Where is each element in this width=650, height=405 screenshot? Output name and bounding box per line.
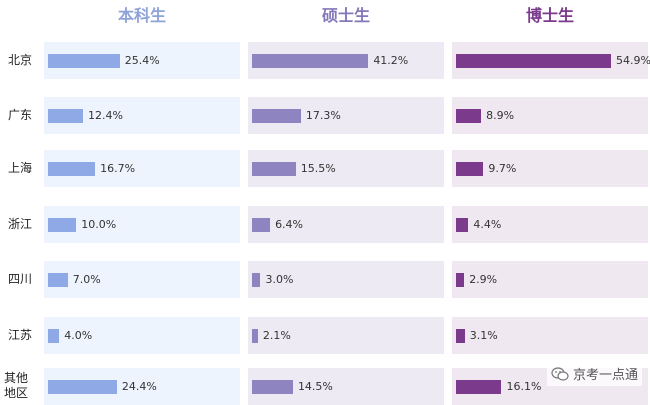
region-label: 四川 — [7, 272, 32, 286]
panel-cell — [44, 317, 240, 354]
bar — [252, 380, 293, 394]
data-label: 4.4% — [473, 218, 502, 231]
bar — [456, 162, 484, 176]
series-header: 本科生 — [117, 6, 166, 25]
data-label: 4.0% — [64, 329, 93, 342]
panel-cell — [44, 261, 240, 298]
bar — [456, 273, 465, 287]
bar — [48, 109, 83, 123]
data-label: 17.3% — [305, 109, 341, 122]
panel-cell — [248, 261, 444, 298]
region-label: 其他地区 — [3, 371, 28, 400]
data-label: 24.4% — [121, 380, 157, 393]
data-label: 25.4% — [124, 54, 160, 67]
region-label: 北京 — [7, 53, 32, 67]
data-label: 54.9% — [616, 54, 650, 67]
bar — [48, 329, 60, 343]
bar — [252, 109, 301, 123]
bar — [456, 109, 482, 123]
data-label: 2.9% — [469, 273, 498, 286]
bar — [456, 329, 465, 343]
region-label: 浙江 — [7, 217, 32, 231]
panel-cell — [452, 261, 648, 298]
data-label: 6.4% — [275, 218, 304, 231]
region-label: 广东 — [7, 108, 32, 122]
data-label: 10.0% — [81, 218, 117, 231]
bar — [252, 273, 261, 287]
data-label: 15.5% — [300, 162, 336, 175]
watermark-text: 京考一点通 — [572, 368, 638, 383]
panel-cell — [452, 317, 648, 354]
bar — [456, 54, 611, 68]
chat-bubble-icon — [551, 366, 569, 386]
bar — [456, 380, 502, 394]
data-label: 7.0% — [72, 273, 101, 286]
panel-cell — [44, 206, 240, 243]
region-label: 江苏 — [7, 328, 32, 342]
series-header: 硕士生 — [321, 6, 370, 25]
panel-cell — [452, 206, 648, 243]
data-label: 12.4% — [88, 109, 123, 122]
data-label: 3.1% — [469, 329, 498, 342]
bar — [252, 218, 271, 232]
panel-cell — [452, 97, 648, 134]
data-label: 2.1% — [262, 329, 291, 342]
bar — [252, 329, 258, 343]
panel-cell — [248, 317, 444, 354]
region-label: 上海 — [7, 161, 32, 175]
data-label: 16.1% — [506, 380, 542, 393]
bar — [48, 273, 68, 287]
data-label: 3.0% — [265, 273, 294, 286]
panel-cell — [452, 150, 648, 187]
bar — [48, 380, 117, 394]
bar — [252, 162, 296, 176]
bar — [48, 162, 96, 176]
data-label: 8.9% — [486, 109, 515, 122]
bar — [456, 218, 469, 232]
series-header: 博士生 — [525, 6, 574, 25]
bar — [48, 218, 77, 232]
data-label: 16.7% — [100, 162, 136, 175]
watermark: 京考一点通 — [546, 366, 642, 386]
bar — [48, 54, 120, 68]
panel-cell — [248, 206, 444, 243]
bar — [252, 54, 369, 68]
data-label: 14.5% — [297, 380, 333, 393]
data-label: 9.7% — [488, 162, 517, 175]
data-label: 41.2% — [373, 54, 409, 67]
